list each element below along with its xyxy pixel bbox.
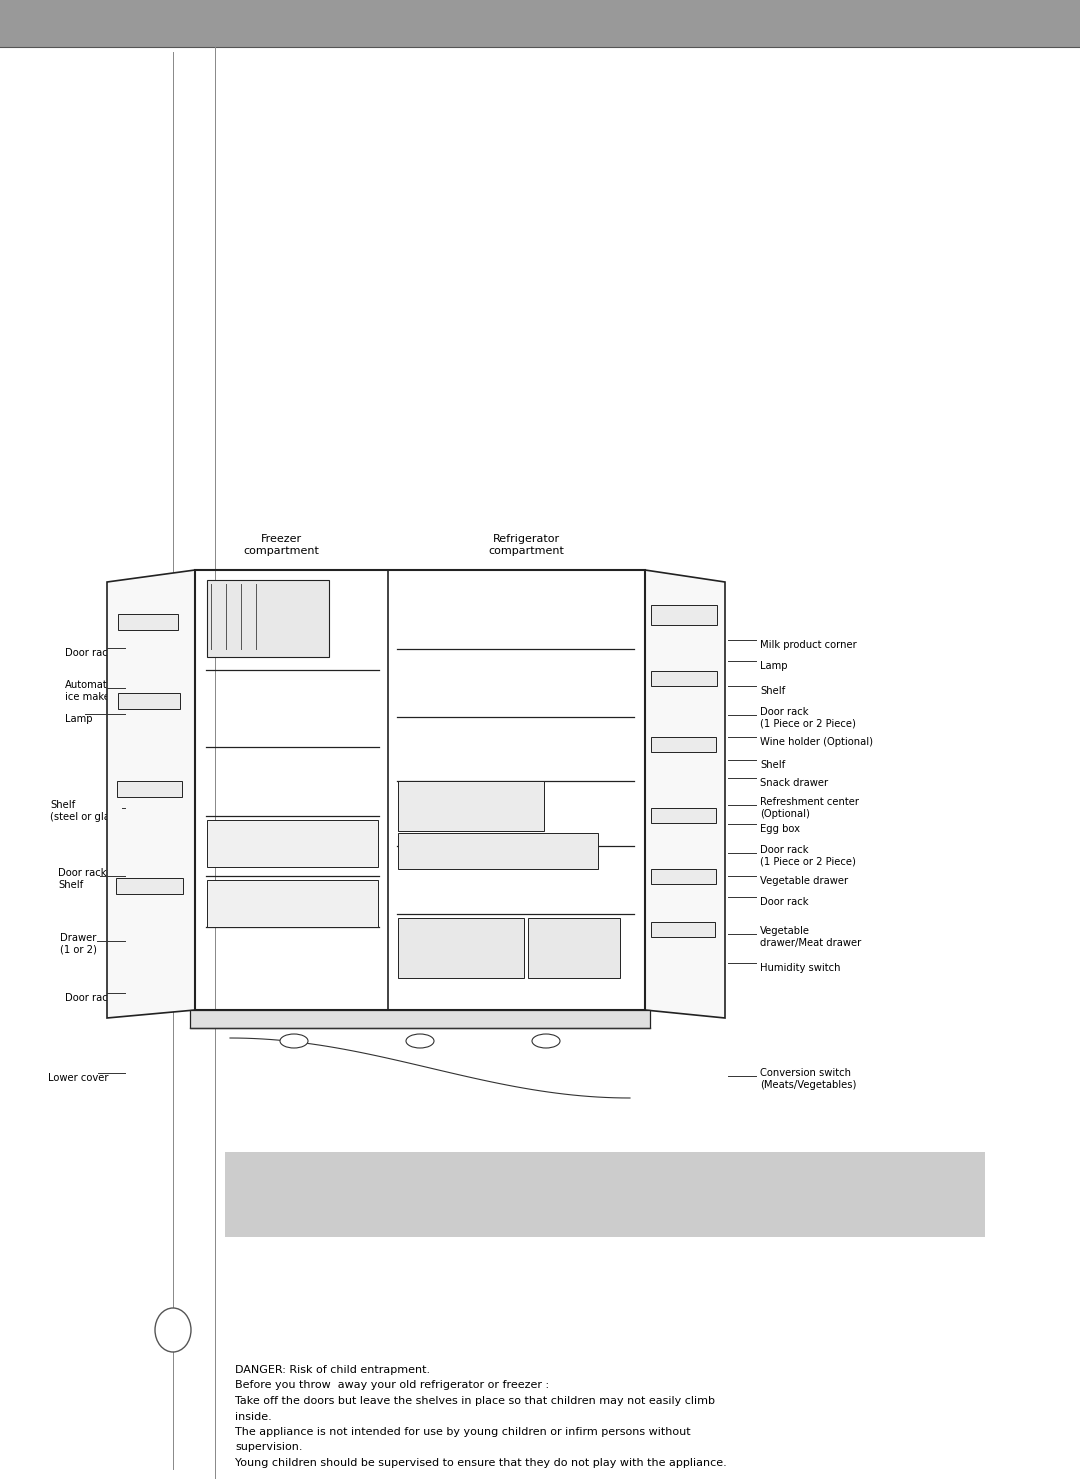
Text: Egg box: Egg box — [760, 824, 800, 834]
Bar — [528, 918, 620, 978]
Text: DANGER: Risk of child entrapment.: DANGER: Risk of child entrapment. — [235, 1365, 430, 1375]
Text: Young children should be supervised to ensure that they do not play with the app: Young children should be supervised to e… — [235, 1458, 727, 1469]
Text: Shelf: Shelf — [760, 760, 785, 771]
Bar — [116, 879, 184, 893]
Text: Door rack: Door rack — [65, 992, 113, 1003]
Text: Take off the doors but leave the shelves in place so that children may not easil: Take off the doors but leave the shelves… — [235, 1396, 715, 1407]
Bar — [190, 1010, 650, 1028]
Text: Conversion switch
(Meats/Vegetables): Conversion switch (Meats/Vegetables) — [760, 1068, 856, 1090]
Bar — [399, 781, 543, 831]
Bar — [651, 737, 716, 753]
Text: models. (i.c. the  Refreshment center  is not included in all models): models. (i.c. the Refreshment center is … — [245, 1197, 644, 1207]
Bar — [651, 671, 716, 686]
Bar — [0, 0, 1080, 47]
Ellipse shape — [156, 1307, 191, 1352]
Text: supervision.: supervision. — [235, 1442, 302, 1452]
Bar — [207, 580, 328, 657]
Text: Door rack: Door rack — [65, 648, 113, 658]
Polygon shape — [107, 569, 195, 1018]
Text: Door rack: Door rack — [760, 896, 809, 907]
Bar — [118, 614, 178, 630]
Text: $ %": $ %" — [245, 1160, 274, 1170]
Text: Lamp: Lamp — [760, 661, 787, 671]
Bar — [207, 880, 378, 927]
Text: Snack drawer: Snack drawer — [760, 778, 828, 788]
Text: Shelf
(steel or glass): Shelf (steel or glass) — [50, 800, 124, 822]
Text: Door rack
(1 Piece or 2 Piece): Door rack (1 Piece or 2 Piece) — [760, 845, 855, 867]
Bar — [118, 694, 180, 710]
Text: inside.: inside. — [235, 1411, 272, 1421]
Bar — [651, 921, 715, 938]
Bar — [399, 833, 597, 870]
Bar — [651, 870, 716, 884]
Text: Lamp: Lamp — [65, 714, 93, 725]
Text: Wine holder (Optional): Wine holder (Optional) — [760, 737, 873, 747]
Text: Door rack
(1 Piece or 2 Piece): Door rack (1 Piece or 2 Piece) — [760, 707, 855, 729]
Text: The appliance is not intended for use by young children or infirm persons withou: The appliance is not intended for use by… — [235, 1427, 690, 1438]
Text: Before you throw  away your old refrigerator or freezer :: Before you throw away your old refrigera… — [235, 1380, 549, 1390]
Text: Milk product corner: Milk product corner — [760, 640, 856, 649]
Text: Door rack
Shelf: Door rack Shelf — [58, 868, 107, 889]
Text: ¥ If you found some parts missing from your unit, they may be parts only used in: ¥ If you found some parts missing from y… — [245, 1177, 743, 1188]
Text: Refreshment center
(Optional): Refreshment center (Optional) — [760, 797, 859, 818]
Text: Shelf: Shelf — [760, 686, 785, 697]
Bar — [195, 569, 645, 1010]
Text: Refrigerator
compartment: Refrigerator compartment — [488, 534, 565, 556]
Ellipse shape — [280, 1034, 308, 1049]
Ellipse shape — [406, 1034, 434, 1049]
Bar — [225, 1152, 985, 1236]
Polygon shape — [645, 569, 725, 1018]
Text: Humidity switch: Humidity switch — [760, 963, 840, 973]
Text: Vegetable
drawer/Meat drawer: Vegetable drawer/Meat drawer — [760, 926, 861, 948]
Bar — [117, 781, 181, 797]
Text: Freezer
compartment: Freezer compartment — [244, 534, 320, 556]
Text: Lower cover: Lower cover — [48, 1072, 108, 1083]
Text: Automatic
ice maker: Automatic ice maker — [65, 680, 117, 701]
Text: Drawer
(1 or 2): Drawer (1 or 2) — [60, 933, 97, 954]
Bar — [651, 808, 716, 822]
Text: Vegetable drawer: Vegetable drawer — [760, 876, 848, 886]
Ellipse shape — [532, 1034, 561, 1049]
Bar — [399, 918, 525, 978]
Bar — [207, 819, 378, 867]
Bar — [651, 605, 717, 626]
